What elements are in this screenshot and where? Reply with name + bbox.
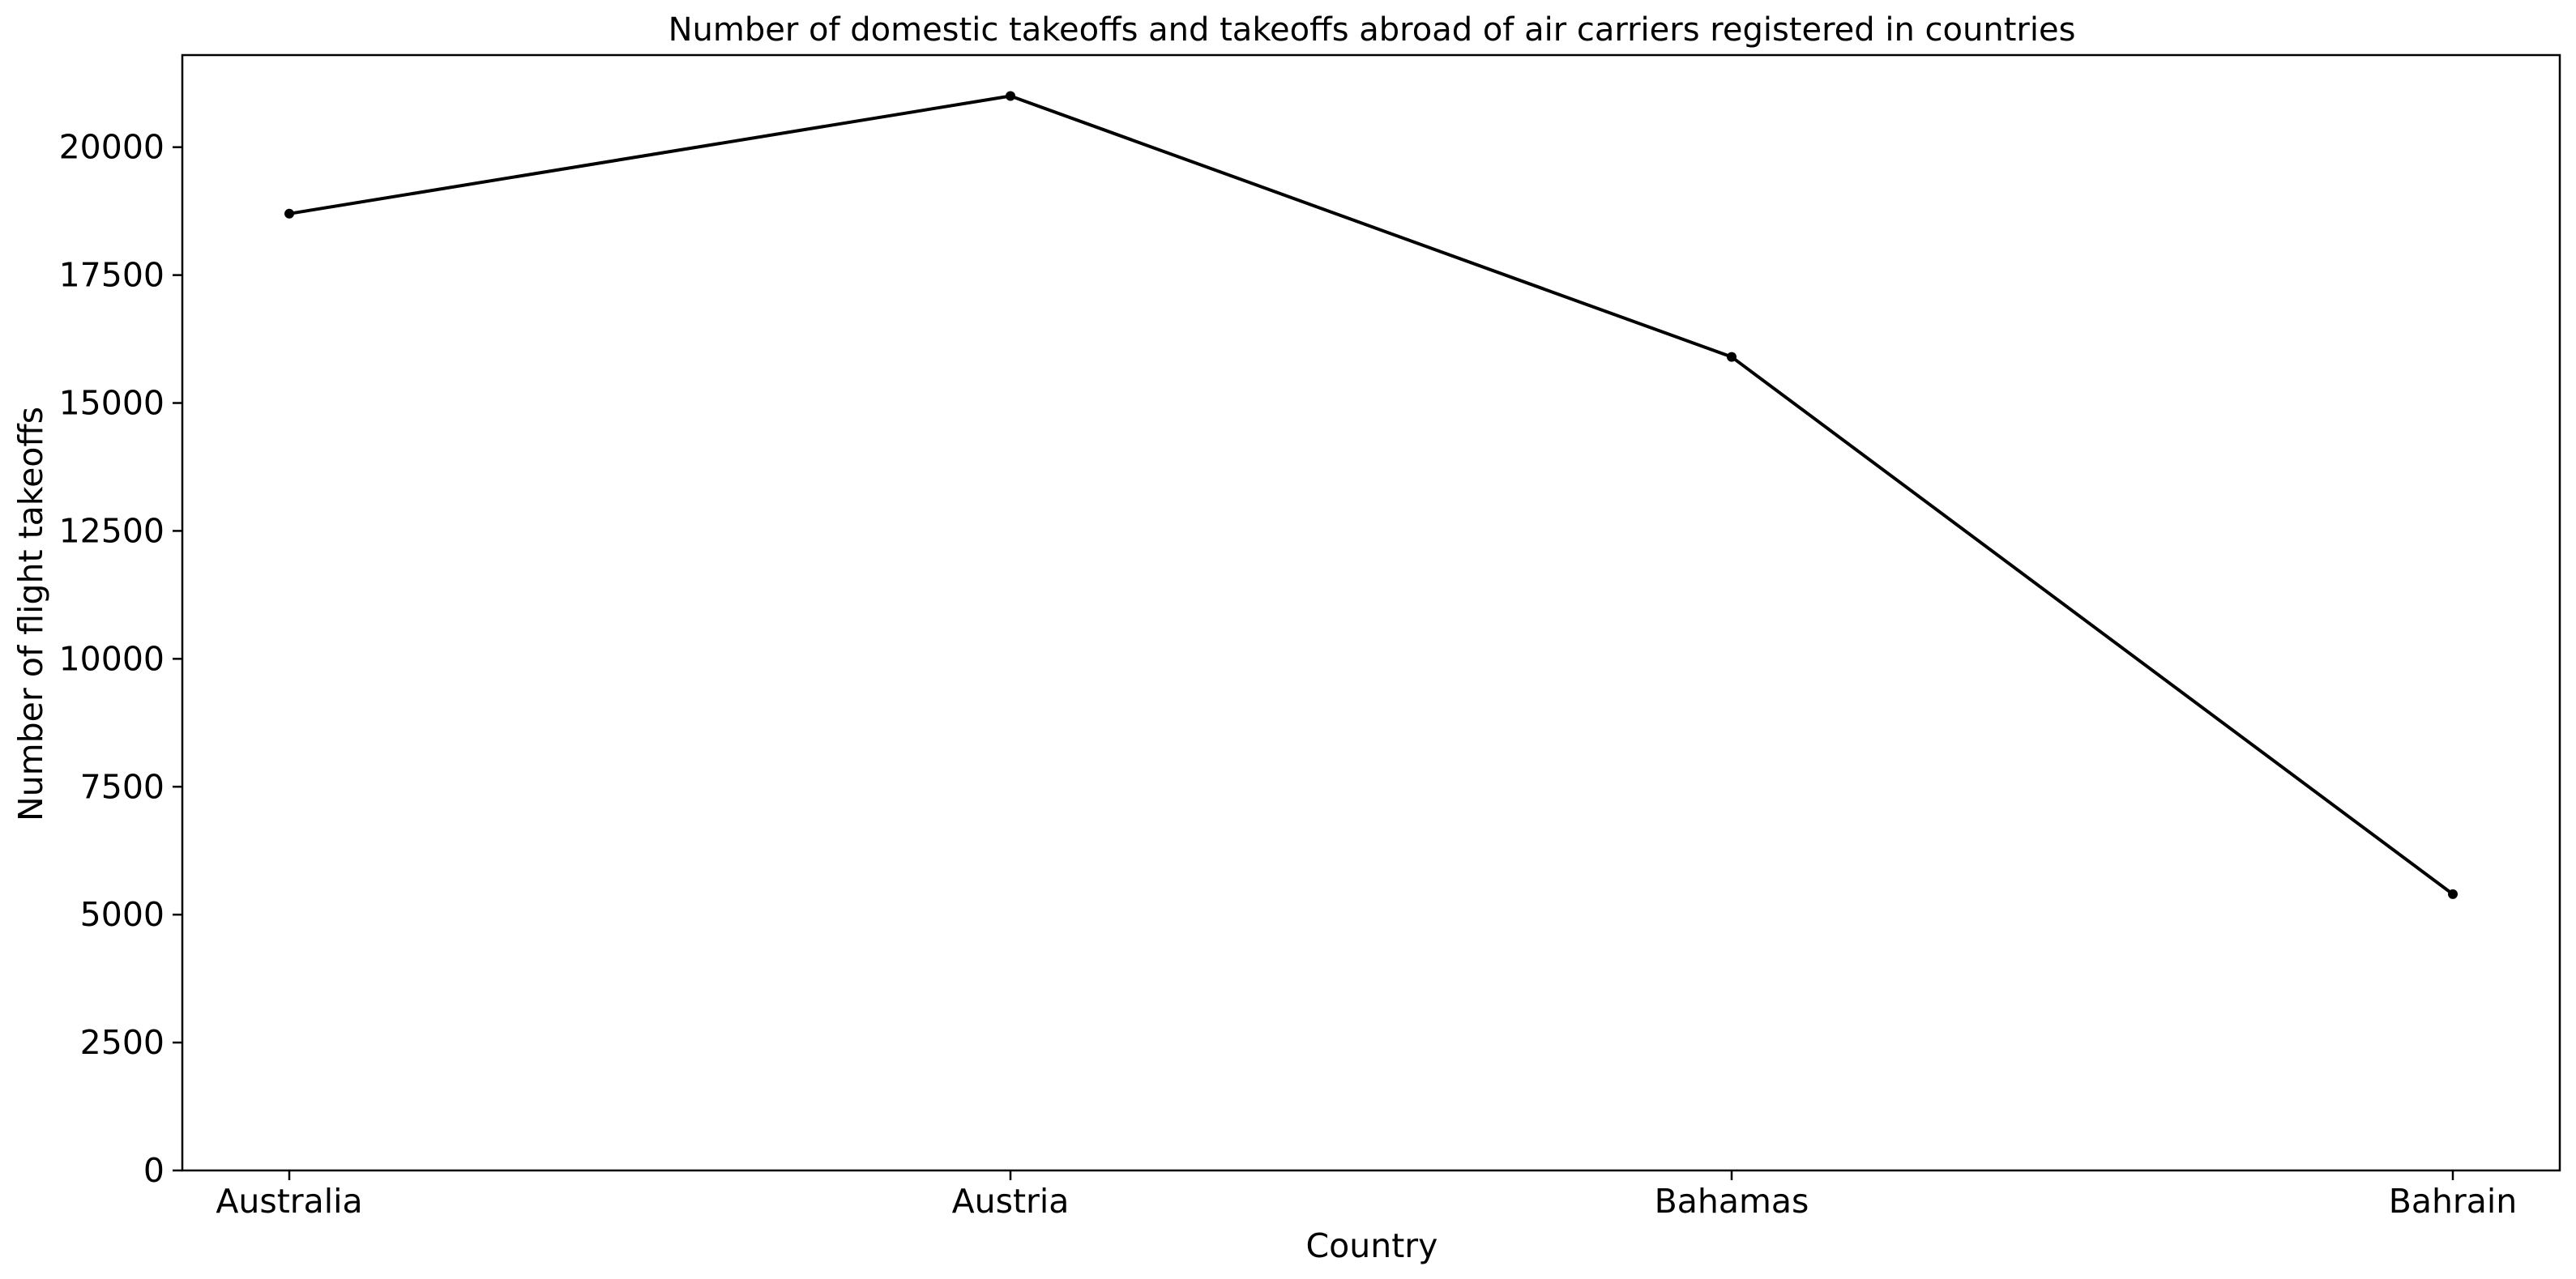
y-tick-label: 5000 bbox=[80, 895, 164, 934]
x-axis: Australia Austria Bahamas Bahrain bbox=[216, 1170, 2517, 1221]
x-tick-label: Australia bbox=[216, 1182, 362, 1221]
plot-area: 0 2500 5000 7500 10000 12500 15000 17500 20000 A… bbox=[59, 53, 2561, 1221]
y-tick-label: 10000 bbox=[59, 639, 164, 678]
x-axis-label: Country bbox=[1306, 1226, 1438, 1265]
y-tick-label: 0 bbox=[143, 1151, 164, 1190]
y-tick-label: 12500 bbox=[59, 511, 164, 550]
x-tick-label: Bahamas bbox=[1655, 1182, 1809, 1221]
y-tick-label: 17500 bbox=[59, 256, 164, 295]
data-point bbox=[1727, 352, 1737, 362]
y-tick-label: 15000 bbox=[59, 384, 164, 423]
data-point bbox=[284, 208, 294, 219]
data-point bbox=[2448, 889, 2458, 899]
series-line bbox=[288, 94, 2454, 896]
chart-title: Number of domestic takeoffs and takeoffs… bbox=[669, 11, 2076, 49]
y-tick-label: 20000 bbox=[59, 128, 164, 167]
y-tick-label: 2500 bbox=[80, 1023, 164, 1062]
x-tick-label: Austria bbox=[952, 1182, 1070, 1221]
y-axis: 0 2500 5000 7500 10000 12500 15000 17500 20000 bbox=[59, 128, 182, 1190]
y-axis-label: Number of flight takeoffs bbox=[11, 407, 50, 821]
y-tick-label: 7500 bbox=[80, 767, 164, 806]
axes-frame bbox=[181, 53, 2561, 1172]
x-tick-label: Bahrain bbox=[2389, 1182, 2518, 1221]
series-points bbox=[284, 91, 2458, 899]
data-point bbox=[1006, 91, 1015, 101]
